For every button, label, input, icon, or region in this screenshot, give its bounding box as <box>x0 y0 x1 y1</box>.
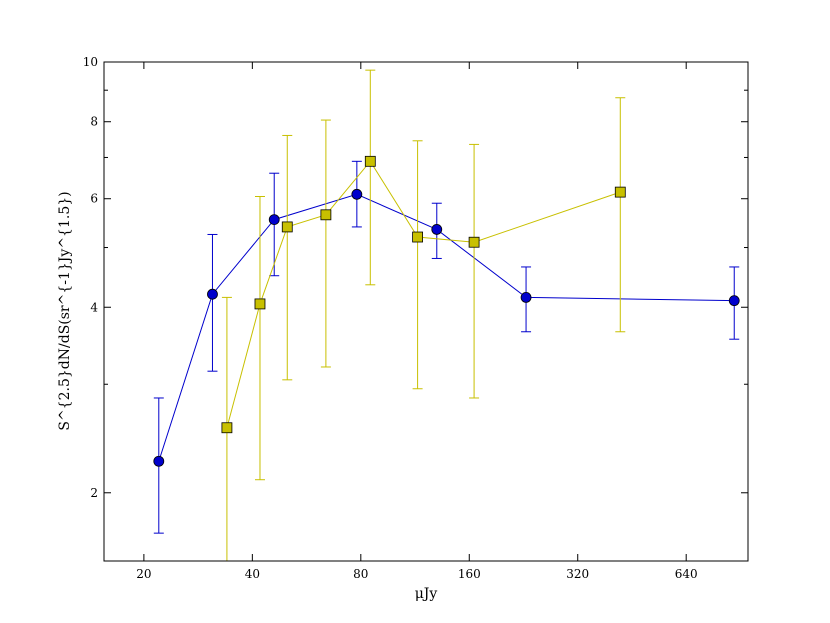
series-0-point <box>431 224 443 235</box>
series-0-point <box>207 288 218 300</box>
x-tick-label: 40 <box>245 567 260 581</box>
series-1-point <box>614 186 626 198</box>
series-1-point <box>320 209 332 221</box>
y-tick-label: 10 <box>83 55 98 69</box>
plot-layer <box>153 69 740 561</box>
series-0-point <box>268 214 280 225</box>
series-1-point <box>468 236 480 248</box>
x-tick-label: 80 <box>353 567 368 581</box>
series-1-point <box>281 221 293 233</box>
y-tick-label: 8 <box>90 115 98 129</box>
x-tick-label: 640 <box>675 567 698 581</box>
y-tick-label: 2 <box>90 486 98 500</box>
plot-frame <box>103 61 749 562</box>
series-0-point <box>520 291 532 303</box>
y-tick-label: 6 <box>90 192 98 206</box>
series-0-point <box>728 295 740 307</box>
x-tick-label: 160 <box>458 567 481 581</box>
series-1-line <box>226 160 621 428</box>
y-axis-label: S^{2.5}dN/dS(sr^{-1}Jy^{1.5}) <box>57 191 73 430</box>
series-1-point <box>412 231 423 243</box>
series-0-point <box>153 455 165 467</box>
ticks-layer: 20 40 80 160 320 640 2 4 6 8 10 <box>83 55 748 581</box>
series-1-point <box>254 298 266 310</box>
y-tick-label: 4 <box>90 300 98 314</box>
series-1-point <box>221 422 233 434</box>
x-tick-label: 20 <box>136 567 151 581</box>
x-axis-label: μJy <box>415 586 438 602</box>
series-0-point <box>351 188 363 200</box>
x-tick-label: 320 <box>566 567 589 581</box>
series-1-point <box>364 155 376 167</box>
plot-area <box>153 69 740 561</box>
series-0-line <box>158 193 735 462</box>
